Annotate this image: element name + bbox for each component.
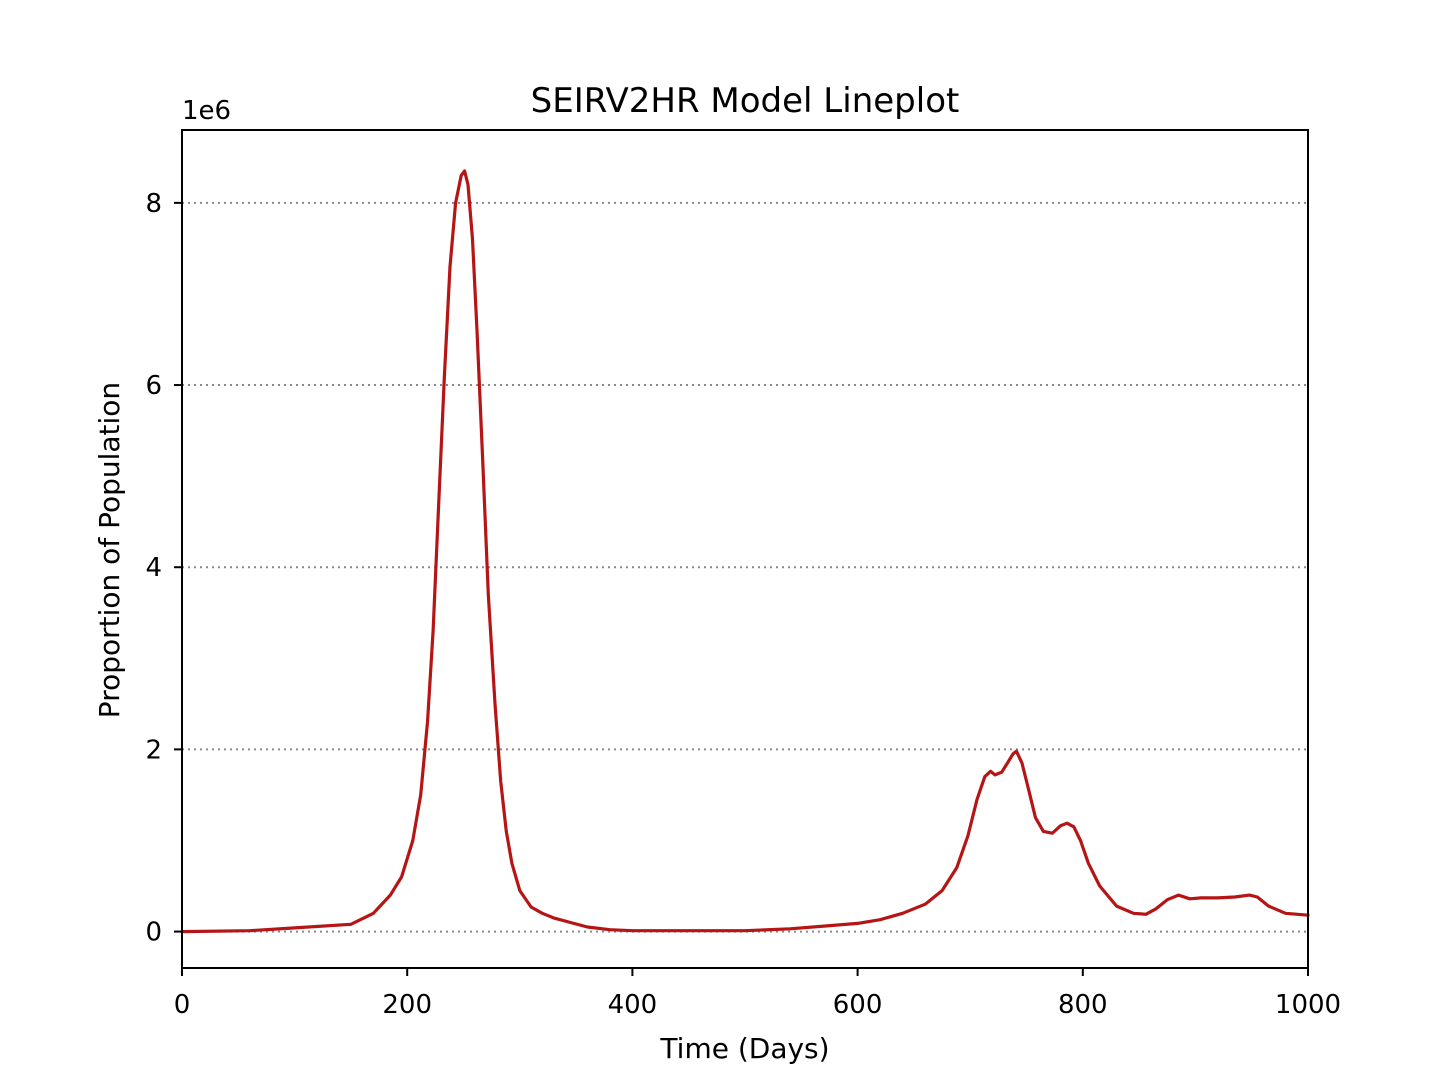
x-tick-label-2: 400: [608, 990, 658, 1020]
grid-lines: [182, 201, 1308, 933]
x-axis-ticks: 0 200 400 600 800 1000: [174, 968, 1341, 1020]
y-tick-label-1: 2: [145, 735, 162, 765]
x-axis-label: Time (Days): [659, 1032, 829, 1065]
x-tick-label-4: 800: [1058, 990, 1108, 1020]
series-layer: [180, 169, 1310, 934]
y-axis-ticks: 0 2 4 6 8: [145, 189, 182, 948]
x-tick-label-1: 200: [382, 990, 432, 1020]
plot-frame: [181, 129, 1309, 969]
y-axis-label: Proportion of Population: [93, 382, 126, 718]
y-axis-scale-label: 1e6: [182, 96, 231, 126]
y-tick-label-4: 8: [145, 189, 162, 219]
x-tick-label-3: 600: [833, 990, 883, 1020]
chart-title: SEIRV2HR Model Lineplot: [531, 81, 960, 121]
y-tick-label-0: 0: [145, 918, 162, 948]
x-tick-label-0: 0: [174, 990, 191, 1020]
series-line-0: [180, 169, 1310, 934]
y-tick-label-3: 6: [145, 371, 162, 401]
y-tick-label-2: 4: [145, 553, 162, 583]
x-tick-label-5: 1000: [1275, 990, 1341, 1020]
